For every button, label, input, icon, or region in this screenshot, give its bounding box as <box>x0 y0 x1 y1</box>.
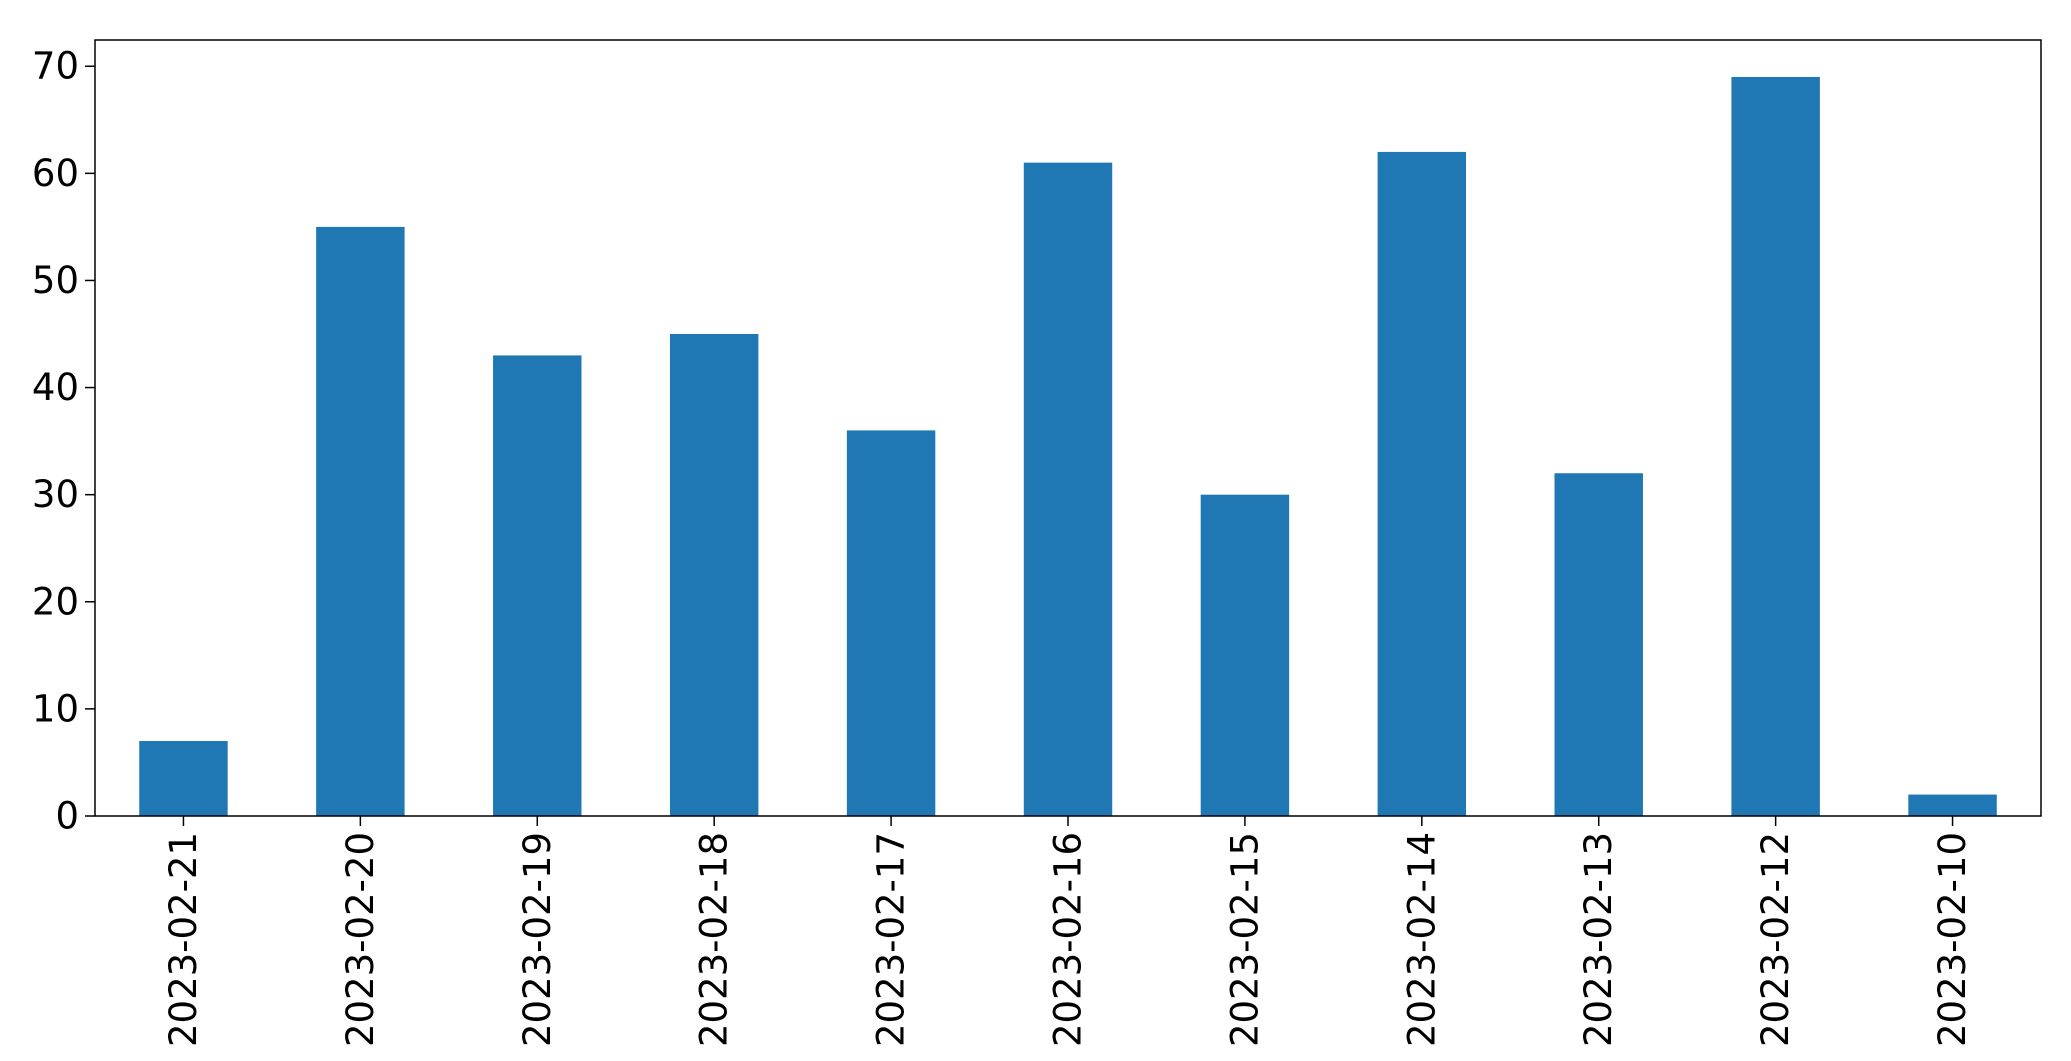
x-tick-label: 2023-02-20 <box>339 832 382 1047</box>
y-tick-label: 40 <box>32 366 79 409</box>
x-tick-label: 2023-02-12 <box>1754 832 1797 1047</box>
y-tick-label: 70 <box>32 45 79 88</box>
x-tick-label: 2023-02-16 <box>1047 832 1090 1047</box>
y-tick-label: 30 <box>32 473 79 516</box>
bar-2023-02-21 <box>139 741 228 816</box>
y-tick-label: 20 <box>32 580 79 623</box>
bar-2023-02-13 <box>1554 473 1643 816</box>
x-tick-label: 2023-02-14 <box>1400 832 1443 1047</box>
y-tick-label: 10 <box>32 687 79 730</box>
x-axis: 2023-02-21 2023-02-20 2023-02-19 2023-02-18… <box>162 816 1974 1047</box>
x-tick-label: 2023-02-10 <box>1931 832 1974 1047</box>
x-tick-label: 2023-02-13 <box>1577 832 1620 1047</box>
bar-2023-02-10 <box>1908 794 1997 816</box>
y-tick-label: 60 <box>32 152 79 195</box>
bar-2023-02-14 <box>1377 151 1467 816</box>
y-axis: 0 10 20 30 40 50 60 70 <box>32 45 95 838</box>
bars-layer <box>139 76 1997 817</box>
x-tick-label: 2023-02-19 <box>516 832 559 1047</box>
x-tick-label: 2023-02-21 <box>162 832 205 1047</box>
x-tick-label: 2023-02-18 <box>693 832 736 1047</box>
x-tick-label: 2023-02-17 <box>870 832 913 1047</box>
bar-2023-02-12 <box>1731 76 1820 816</box>
y-tick-label: 0 <box>55 795 79 838</box>
y-tick-label: 50 <box>32 259 79 302</box>
x-tick-label: 2023-02-15 <box>1223 832 1266 1047</box>
bar-2023-02-15 <box>1200 494 1290 816</box>
plot-frame <box>94 39 2042 817</box>
bar-2023-02-16 <box>1023 162 1113 817</box>
bar-2023-02-17 <box>846 430 936 816</box>
bar-2023-02-18 <box>669 334 759 816</box>
bar-2023-02-20 <box>316 226 405 817</box>
bar-2023-02-19 <box>493 355 582 816</box>
